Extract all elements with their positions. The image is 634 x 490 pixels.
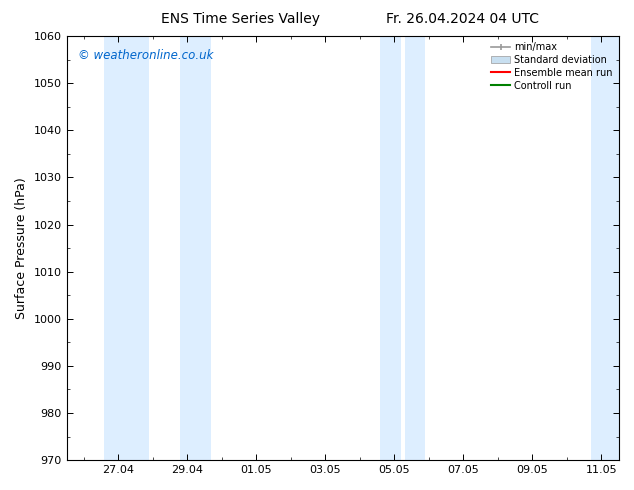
Text: © weatheronline.co.uk: © weatheronline.co.uk	[77, 49, 213, 62]
Bar	[591, 36, 619, 460]
Y-axis label: Surface Pressure (hPa): Surface Pressure (hPa)	[15, 177, 28, 319]
Bar	[105, 36, 150, 460]
Legend: min/max, Standard deviation, Ensemble mean run, Controll run: min/max, Standard deviation, Ensemble me…	[487, 38, 617, 95]
Text: ENS Time Series Valley: ENS Time Series Valley	[162, 12, 320, 26]
Bar	[380, 36, 401, 460]
Bar	[404, 36, 425, 460]
Text: Fr. 26.04.2024 04 UTC: Fr. 26.04.2024 04 UTC	[386, 12, 540, 26]
Bar	[181, 36, 212, 460]
